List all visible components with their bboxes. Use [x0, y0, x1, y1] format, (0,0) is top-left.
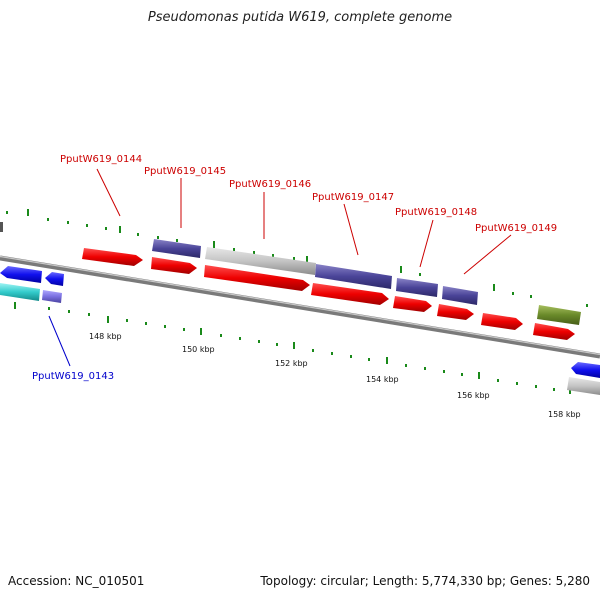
lower-genes — [151, 257, 575, 340]
gene-arrow[interactable] — [533, 323, 575, 340]
gene-arrow[interactable] — [311, 283, 389, 305]
gene-label-0146[interactable]: PputW619_0146 — [229, 179, 311, 190]
scale-label-150: 150 kbp — [182, 345, 215, 354]
scale-label-148: 148 kbp — [89, 332, 122, 341]
gene-box[interactable] — [396, 278, 438, 297]
gene-box[interactable] — [0, 222, 3, 232]
gene-box[interactable] — [315, 264, 392, 289]
gene-arrow[interactable] — [481, 313, 523, 330]
gene-box[interactable] — [152, 239, 201, 258]
scale-labels: 148 kbp 150 kbp 152 kbp 154 kbp 156 kbp … — [89, 332, 581, 419]
left-genes — [0, 222, 64, 303]
gene-label-0147[interactable]: PputW619_0147 — [312, 192, 394, 203]
gene-arrow[interactable] — [393, 296, 432, 312]
gene-label-0149[interactable]: PputW619_0149 — [475, 223, 557, 234]
gene-box[interactable] — [205, 247, 316, 275]
gene-arrow-reverse[interactable] — [571, 362, 600, 378]
gene-box[interactable] — [0, 283, 40, 301]
gene-labels: PputW619_0144 PputW619_0145 PputW619_014… — [32, 154, 557, 382]
accession-text: Accession: NC_010501 — [8, 574, 145, 588]
scale-label-158: 158 kbp — [548, 410, 581, 419]
gene-arrow[interactable] — [204, 265, 310, 291]
upper-genes — [82, 239, 581, 325]
gene-arrow[interactable] — [82, 248, 143, 266]
scale-label-156: 156 kbp — [457, 391, 490, 400]
right-genes — [567, 362, 600, 395]
gene-arrow[interactable] — [437, 304, 474, 320]
lower-scale-ticks — [14, 302, 571, 394]
gene-box[interactable] — [537, 305, 581, 325]
genome-backbone-highlight — [0, 255, 600, 356]
scale-label-154: 154 kbp — [366, 375, 399, 384]
gene-arrow[interactable] — [151, 257, 197, 274]
gene-label-0143[interactable]: PputW619_0143 — [32, 371, 114, 382]
gene-label-0145[interactable]: PputW619_0145 — [144, 166, 226, 177]
gene-box[interactable] — [442, 286, 478, 305]
map-title: Pseudomonas putida W619, complete genome — [147, 10, 453, 25]
leader-lines — [48, 168, 512, 367]
genome-summary-text: Topology: circular; Length: 5,774,330 bp… — [260, 574, 590, 588]
gene-arrow-reverse[interactable] — [45, 272, 64, 286]
gene-label-0148[interactable]: PputW619_0148 — [395, 207, 477, 218]
scale-label-152: 152 kbp — [275, 359, 308, 368]
genome-backbone — [0, 255, 600, 359]
gene-box[interactable] — [42, 290, 62, 303]
gene-arrow-reverse[interactable] — [0, 266, 42, 283]
upper-scale-ticks — [6, 209, 588, 307]
gene-box[interactable] — [567, 377, 600, 395]
gene-label-0144[interactable]: PputW619_0144 — [60, 154, 142, 165]
